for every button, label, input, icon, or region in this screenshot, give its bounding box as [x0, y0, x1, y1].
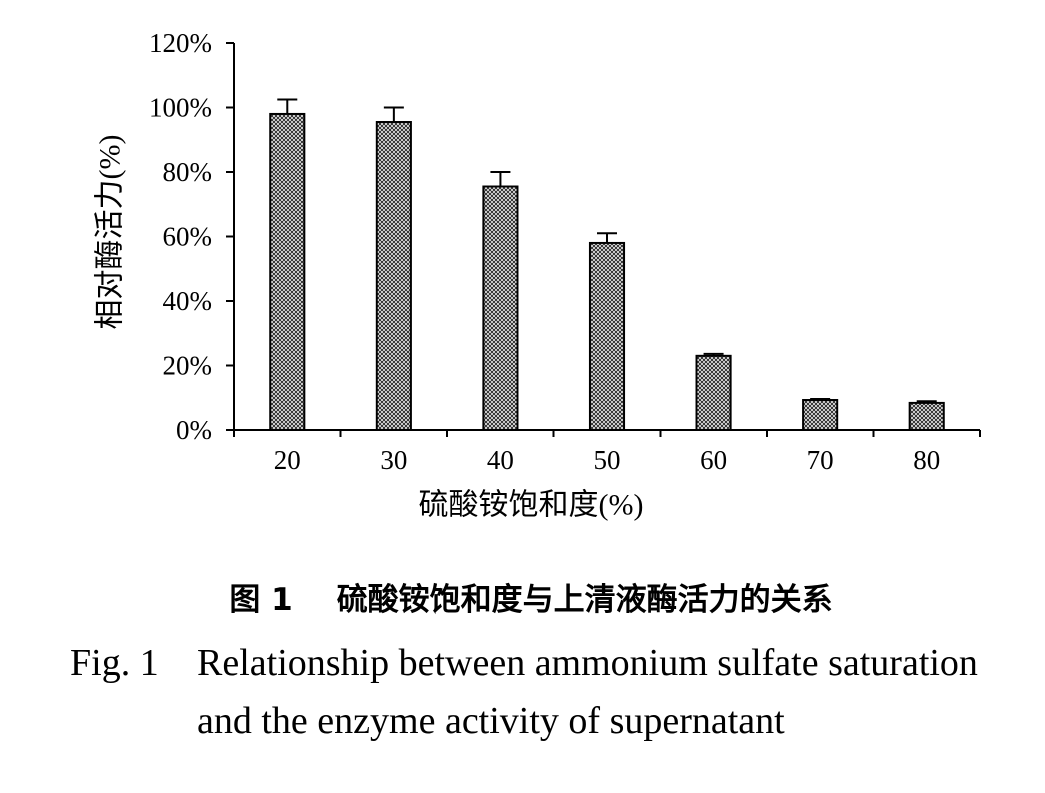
bars	[269, 112, 945, 432]
y-tick-label-80: 80%	[163, 157, 213, 187]
x-tick-label-30: 30	[380, 445, 407, 475]
bar-20	[269, 112, 306, 431]
error-bar-40	[490, 171, 511, 187]
error-bar-30	[383, 106, 404, 123]
y-axis-ticks: 0% 20% 40% 60% 80% 100% 120%	[149, 28, 234, 445]
error-bar-80	[916, 400, 937, 403]
figure-caption-text-cn: 硫酸铵饱和度与上清液酶活力的关系	[336, 582, 833, 618]
y-tick-label-120: 120%	[149, 28, 212, 58]
bar-70	[802, 399, 839, 432]
bar-chart: 0% 20% 40% 60% 80% 100% 120% 20 30 40 50 60 70 80 相对…	[94, 28, 981, 522]
figure-label-en: Fig. 1	[70, 642, 159, 684]
x-tick-label-80: 80	[913, 445, 940, 475]
bar-80	[908, 401, 945, 432]
figure-caption-cn: 图 1 硫酸铵饱和度与上清液酶活力的关系	[229, 578, 832, 622]
bar-30	[375, 121, 412, 431]
x-axis-ticks: 20 30 40 50 60 70 80	[233, 430, 981, 475]
figure-caption-line: and the enzyme activity of supernatant	[197, 700, 785, 742]
y-tick-label-20: 20%	[163, 351, 213, 381]
y-tick-label-100: 100%	[149, 93, 212, 123]
error-bars	[277, 98, 937, 403]
bar-50	[588, 241, 626, 431]
y-tick-label-40: 40%	[163, 286, 213, 316]
error-bar-70	[810, 398, 831, 401]
y-axis-title: 相对酶活力(%)	[94, 135, 127, 330]
y-tick-label-60: 60%	[163, 222, 213, 252]
y-tick-label-0: 0%	[176, 415, 212, 445]
x-tick-label-40: 40	[487, 445, 514, 475]
figure-label-cn: 图 1	[229, 582, 293, 618]
x-tick-label-50: 50	[594, 445, 621, 475]
error-bar-50	[597, 232, 617, 243]
figure-caption-en: Fig. 1 Relationship between ammonium sul…	[70, 634, 978, 750]
bar-40	[482, 185, 519, 431]
x-tick-label-70: 70	[807, 445, 834, 475]
figure-caption-line: Relationship between ammonium sulfate sa…	[197, 642, 978, 684]
figure-caption-text-en: Relationship between ammonium sulfate sa…	[197, 634, 978, 750]
error-bar-20	[277, 98, 298, 114]
x-tick-label-20: 20	[274, 445, 301, 475]
x-axis-title: 硫酸铵饱和度(%)	[419, 489, 644, 522]
bar-60	[695, 354, 732, 432]
error-bar-60	[703, 352, 724, 356]
x-tick-label-60: 60	[700, 445, 727, 475]
